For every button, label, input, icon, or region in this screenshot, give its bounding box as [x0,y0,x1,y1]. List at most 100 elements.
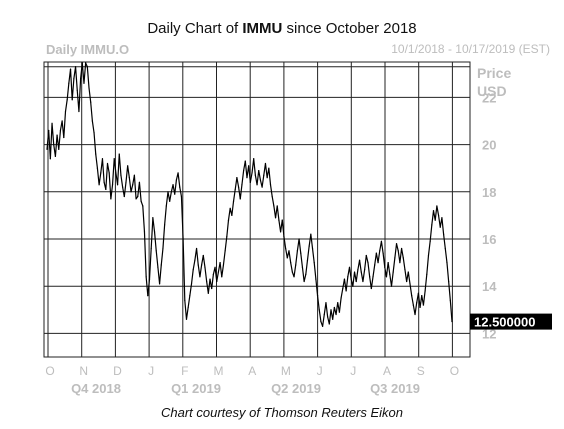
price-point [155,250,157,252]
price-point [444,247,446,250]
price-point [414,313,416,316]
price-point [123,195,125,198]
price-point [375,252,377,254]
price-point [167,191,169,193]
price-point [51,122,53,124]
price-point [266,177,268,179]
price-point [76,89,78,91]
price-point [227,219,230,221]
price-point [323,313,325,316]
price-point [187,306,189,309]
price-point [54,155,57,157]
x-tick-label: D [113,364,122,378]
x-tick-label: S [417,364,425,378]
last-price-box [470,313,552,330]
price-point [426,273,428,275]
price-point [206,280,208,283]
price-point [301,266,304,268]
price-point [66,99,68,101]
price-point [209,278,211,280]
y-axis-ticks: 12 14 16 18 20 22 [482,90,497,341]
price-point [295,264,297,266]
price-point [105,188,107,191]
price-point [197,264,199,266]
price-point [397,250,399,252]
x-tick-label: O [450,364,459,378]
price-point [411,295,413,297]
price-point [365,254,367,257]
price-point [285,247,287,250]
price-point [132,184,134,186]
price-point [71,99,73,101]
price-point [446,262,448,264]
price-point [305,273,307,275]
price-point [217,271,220,273]
price-point [201,264,203,266]
price-point [219,262,221,264]
price-point [180,195,183,198]
price-point [291,271,293,273]
price-point [68,82,70,84]
price-point [100,172,102,174]
price-point [143,231,146,233]
x-tick-label: M [281,364,291,378]
price-line [46,62,453,327]
price-point [127,165,129,167]
price-point [142,205,144,207]
price-point [451,321,453,323]
price-point [337,302,339,304]
price-point [377,262,379,264]
price-point [279,231,282,233]
x-tick-label: J [317,364,323,378]
price-point [308,245,310,247]
price-point [91,120,93,122]
price-point [153,231,156,233]
last-price-label: 12.500000 [474,315,535,330]
price-point [348,266,351,268]
price-point [63,136,65,139]
chart-title: Daily Chart of IMMU since October 2018 [0,20,564,37]
price-point [83,82,85,84]
price-point [310,233,312,235]
price-point [288,250,290,252]
price-point [59,129,62,132]
price-point [229,207,231,209]
price-point [443,233,445,235]
price-point [273,205,275,207]
price-point [311,247,314,250]
price-point [318,309,320,311]
price-point [101,158,104,160]
price-point [184,299,186,301]
price-point [221,276,223,278]
price-point [78,110,80,113]
y-tick-label: 18 [482,185,496,200]
price-point [128,177,130,179]
price-point [374,264,376,266]
last-price-marker: 12.500000 [470,313,552,330]
price-series [46,62,453,327]
price-point [328,323,330,325]
price-point [316,295,319,297]
price-point [407,271,409,273]
price-point [147,295,149,297]
price-point [296,250,298,252]
price-point [345,290,347,292]
price-point [404,269,406,271]
price-point [350,278,352,280]
price-point [96,167,99,169]
price-point [152,217,154,219]
price-point [352,285,354,287]
price-point [165,205,167,207]
price-point [106,162,109,165]
price-point [93,132,95,134]
price-point [207,292,209,294]
price-point [261,186,263,188]
price-point [61,120,63,122]
quarter-label: Q1 2019 [171,381,221,396]
price-point [162,247,164,250]
price-point [384,266,386,268]
price-point [86,66,88,68]
price-point [439,226,441,228]
price-point [237,186,240,188]
